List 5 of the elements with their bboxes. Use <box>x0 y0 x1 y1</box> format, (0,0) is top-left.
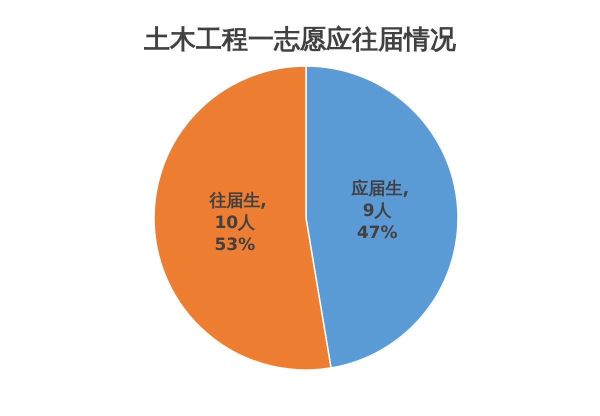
data-label: 10人 53% <box>214 212 256 255</box>
data-label: 9人 47% <box>356 201 398 244</box>
chart-title: 土木工程一志愿应往届情况 <box>143 25 457 55</box>
slice-label: 应届生 <box>350 179 403 200</box>
slice-label: 往届生 <box>208 190 260 211</box>
